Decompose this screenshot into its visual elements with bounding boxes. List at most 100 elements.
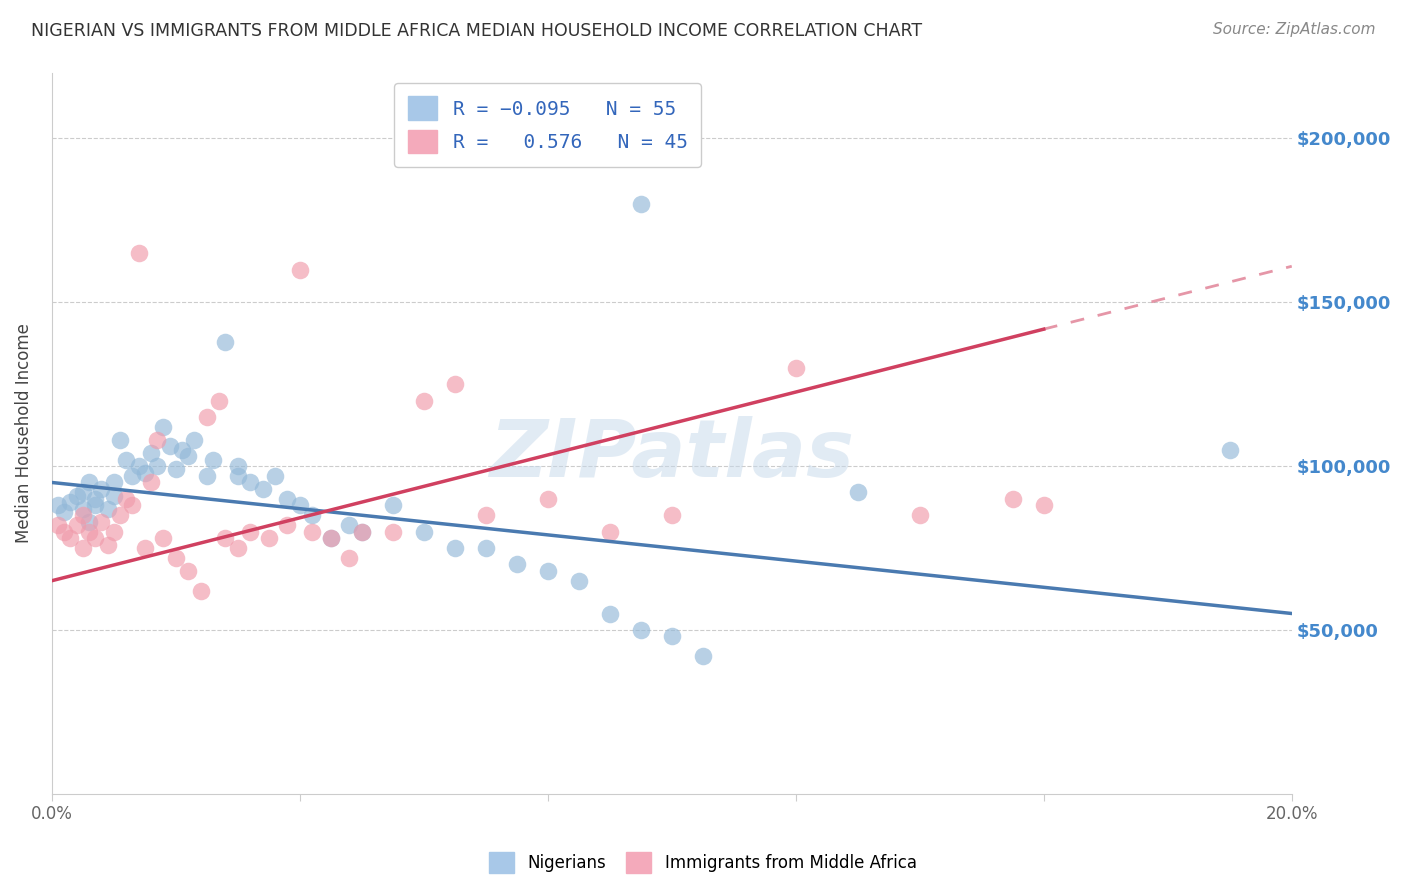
Point <box>908 508 931 523</box>
Point <box>90 482 112 496</box>
Point <box>630 623 652 637</box>
Point <box>65 518 87 533</box>
Point <box>630 197 652 211</box>
Point <box>1001 491 1024 506</box>
Point <box>170 442 193 457</box>
Point <box>301 508 323 523</box>
Point <box>46 518 69 533</box>
Point <box>661 629 683 643</box>
Point <box>177 564 200 578</box>
Point <box>599 607 621 621</box>
Point <box>96 501 118 516</box>
Point <box>599 524 621 539</box>
Point <box>443 377 465 392</box>
Point <box>115 452 138 467</box>
Point <box>692 649 714 664</box>
Point <box>264 469 287 483</box>
Point <box>381 524 404 539</box>
Point <box>183 433 205 447</box>
Point <box>252 482 274 496</box>
Text: NIGERIAN VS IMMIGRANTS FROM MIDDLE AFRICA MEDIAN HOUSEHOLD INCOME CORRELATION CH: NIGERIAN VS IMMIGRANTS FROM MIDDLE AFRIC… <box>31 22 922 40</box>
Point <box>214 334 236 349</box>
Point <box>208 393 231 408</box>
Point <box>201 452 224 467</box>
Point <box>276 518 298 533</box>
Point <box>226 541 249 555</box>
Point <box>121 499 143 513</box>
Point <box>108 433 131 447</box>
Point <box>108 508 131 523</box>
Point <box>195 409 218 424</box>
Point <box>77 475 100 490</box>
Point <box>276 491 298 506</box>
Point <box>152 419 174 434</box>
Point <box>195 469 218 483</box>
Point <box>537 491 560 506</box>
Point <box>474 508 496 523</box>
Point <box>72 508 94 523</box>
Point <box>152 531 174 545</box>
Legend: Nigerians, Immigrants from Middle Africa: Nigerians, Immigrants from Middle Africa <box>482 846 924 880</box>
Point <box>165 462 187 476</box>
Point <box>84 531 107 545</box>
Point <box>177 450 200 464</box>
Point <box>77 524 100 539</box>
Point <box>350 524 373 539</box>
Point <box>59 531 82 545</box>
Point <box>257 531 280 545</box>
Point <box>661 508 683 523</box>
Point <box>350 524 373 539</box>
Point <box>337 550 360 565</box>
Point <box>337 518 360 533</box>
Point <box>103 524 125 539</box>
Point <box>1219 442 1241 457</box>
Point <box>72 485 94 500</box>
Point <box>46 499 69 513</box>
Point <box>165 550 187 565</box>
Point <box>301 524 323 539</box>
Legend: R = −0.095   N = 55, R =   0.576   N = 45: R = −0.095 N = 55, R = 0.576 N = 45 <box>394 83 702 167</box>
Point <box>226 469 249 483</box>
Point <box>134 466 156 480</box>
Point <box>568 574 591 588</box>
Point <box>146 433 169 447</box>
Point <box>319 531 342 545</box>
Point <box>59 495 82 509</box>
Point <box>72 541 94 555</box>
Point <box>96 538 118 552</box>
Point <box>239 475 262 490</box>
Point <box>134 541 156 555</box>
Point <box>103 475 125 490</box>
Point <box>1032 499 1054 513</box>
Point <box>214 531 236 545</box>
Point <box>412 524 434 539</box>
Point <box>159 439 181 453</box>
Point <box>190 583 212 598</box>
Point <box>506 558 529 572</box>
Text: Source: ZipAtlas.com: Source: ZipAtlas.com <box>1212 22 1375 37</box>
Point <box>90 515 112 529</box>
Point <box>84 491 107 506</box>
Point <box>412 393 434 408</box>
Point <box>239 524 262 539</box>
Point <box>65 489 87 503</box>
Point <box>128 459 150 474</box>
Y-axis label: Median Household Income: Median Household Income <box>15 324 32 543</box>
Point <box>84 499 107 513</box>
Point <box>288 262 311 277</box>
Point <box>128 246 150 260</box>
Point <box>72 501 94 516</box>
Point <box>139 475 162 490</box>
Point <box>139 446 162 460</box>
Point <box>103 489 125 503</box>
Point <box>115 491 138 506</box>
Point <box>121 469 143 483</box>
Point <box>381 499 404 513</box>
Point <box>53 524 76 539</box>
Point <box>146 459 169 474</box>
Text: ZIPatlas: ZIPatlas <box>489 416 855 494</box>
Point <box>474 541 496 555</box>
Point <box>288 499 311 513</box>
Point <box>785 360 807 375</box>
Point <box>319 531 342 545</box>
